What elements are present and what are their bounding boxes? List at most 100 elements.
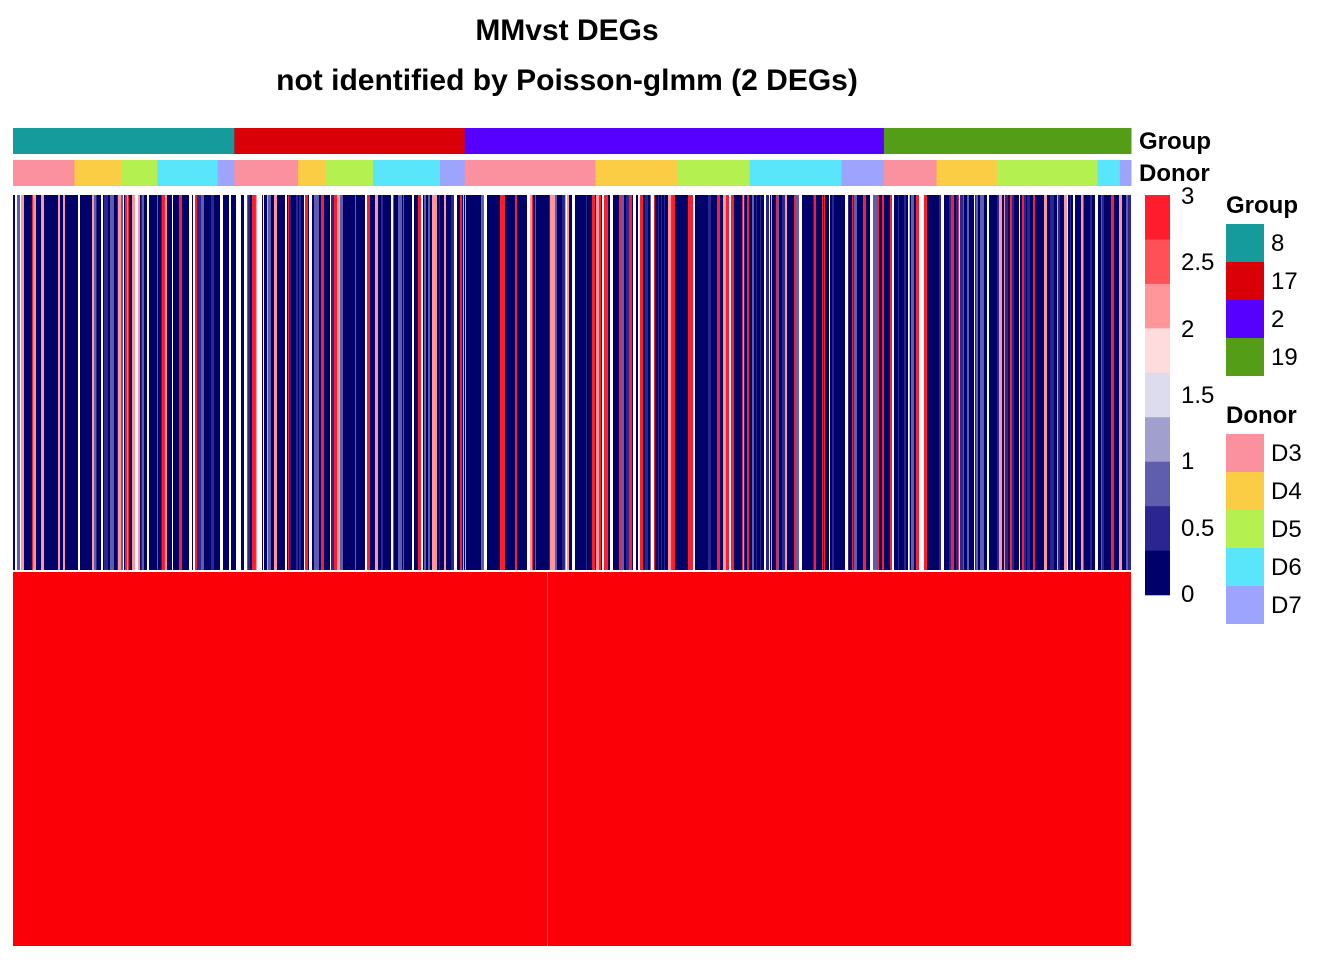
heatmap-cell-stripe: [889, 195, 890, 570]
heatmap-cell-stripe: [317, 195, 319, 570]
heatmap-cell-stripe: [565, 195, 566, 570]
legend-label: D6: [1271, 554, 1302, 581]
heatmap-cell-stripe: [408, 195, 409, 570]
heatmap-cell-stripe: [823, 195, 824, 570]
heatmap-cell-stripe: [822, 195, 823, 570]
heatmap-cell-stripe: [640, 195, 643, 570]
heatmap-cell-stripe: [209, 195, 211, 570]
heatmap-cell-stripe: [556, 195, 557, 570]
heatmap-cell-stripe: [321, 195, 324, 570]
heatmap-cell-stripe: [896, 195, 897, 570]
heatmap-cell-stripe: [220, 195, 223, 570]
heatmap-cell-stripe: [591, 195, 592, 570]
heatmap-cell-stripe: [1060, 195, 1063, 570]
heatmap-cell-stripe: [958, 195, 959, 570]
heatmap-cell-stripe: [769, 195, 770, 570]
heatmap-cell-stripe: [771, 195, 772, 570]
heatmap-cell-stripe: [99, 195, 101, 570]
heatmap-cell-stripe: [515, 195, 517, 570]
heatmap-cell-stripe: [250, 195, 252, 570]
heatmap-cell-stripe: [578, 195, 579, 570]
heatmap-cell-stripe: [768, 195, 769, 570]
heatmap-cell-stripe: [216, 195, 218, 570]
heatmap-cell-stripe: [560, 195, 562, 570]
heatmap-cell-stripe: [393, 195, 394, 570]
heatmap-cell-stripe: [809, 195, 812, 570]
heatmap-cell-stripe: [695, 195, 698, 570]
heatmap-cell-stripe: [277, 195, 280, 570]
heatmap-cell-stripe: [298, 195, 299, 570]
heatmap-cell-stripe: [586, 195, 587, 570]
heatmap-cell-stripe: [46, 195, 49, 570]
heatmap-cell-stripe: [394, 195, 397, 570]
heatmap-cell-stripe: [167, 195, 170, 570]
heatmap-cell-stripe: [714, 195, 716, 570]
heatmap-cell-stripe: [331, 195, 334, 570]
color-scale-step: [1145, 283, 1170, 329]
heatmap-cell-stripe: [752, 195, 754, 570]
heatmap-cell-stripe: [352, 195, 355, 570]
heatmap-cell-stripe: [197, 195, 198, 570]
heatmap-cell-stripe: [319, 195, 321, 570]
heatmap-cell-stripe: [76, 195, 78, 570]
heatmap-cell-stripe: [165, 195, 167, 570]
heatmap-cell-stripe: [360, 195, 362, 570]
heatmap-cell-stripe: [271, 195, 274, 570]
heatmap-cell-stripe: [198, 195, 201, 570]
heatmap-cell-stripe: [907, 195, 908, 570]
heatmap-cell-stripe: [863, 195, 866, 570]
heatmap-cell-stripe: [602, 195, 604, 570]
heatmap-cell-stripe: [144, 195, 147, 570]
heatmap-cell-stripe: [308, 195, 309, 570]
heatmap-cell-stripe: [726, 195, 729, 570]
heatmap-cell-stripe: [114, 195, 117, 570]
color-scale-tick-label: 0.5: [1181, 514, 1215, 542]
heatmap-cell-stripe: [412, 195, 414, 570]
heatmap-cell-stripe: [579, 195, 580, 570]
heatmap-cell-stripe: [161, 195, 162, 570]
group-segment-2: [464, 128, 885, 154]
heatmap-cell-stripe: [939, 195, 941, 570]
heatmap-cell-stripe: [708, 195, 711, 570]
donor-segment-d6: [749, 160, 842, 186]
heatmap-cell-stripe: [816, 195, 819, 570]
heatmap-cell-stripe: [33, 195, 36, 570]
heatmap-cell-stripe: [698, 195, 699, 570]
heatmap-cell-stripe: [264, 195, 267, 570]
heatmap-cell-stripe: [549, 195, 550, 570]
legend-swatch: [1226, 434, 1264, 472]
heatmap-cell-stripe: [589, 195, 591, 570]
heatmap-cell-stripe: [414, 195, 417, 570]
heatmap-cell-stripe: [147, 195, 149, 570]
heatmap-cell-stripe: [304, 195, 305, 570]
donor-segment-d5: [677, 160, 751, 186]
heatmap-cell-stripe: [325, 195, 326, 570]
heatmap-cell-stripe: [262, 195, 263, 570]
heatmap-cell-stripe: [68, 195, 70, 570]
heatmap-cell-stripe: [376, 195, 378, 570]
heatmap-cell-stripe: [285, 195, 287, 570]
heatmap-cell-stripe: [110, 195, 113, 570]
heatmap-cell-stripe: [691, 195, 693, 570]
heatmap-cell-stripe: [1040, 195, 1041, 570]
color-scale-tick-label: 1.5: [1181, 382, 1215, 409]
heatmap-cell-stripe: [545, 195, 546, 570]
heatmap-cell-stripe: [15, 195, 17, 570]
heatmap-cell-stripe: [723, 195, 726, 570]
heatmap-cell-stripe: [636, 195, 638, 570]
group-annotation-bar: [13, 128, 1132, 154]
heatmap-cell-stripe: [1035, 195, 1036, 570]
legend-label: D7: [1271, 592, 1302, 619]
heatmap-cell-stripe: [633, 195, 636, 570]
donor-segment-d6: [372, 160, 441, 186]
heatmap-cell-stripe: [891, 195, 892, 570]
heatmap-cell-stripe: [1047, 195, 1050, 570]
heatmap-cell-stripe: [991, 195, 993, 570]
heatmap-row-2: [13, 572, 1131, 946]
color-scale-tick-label: 0: [1181, 581, 1195, 608]
heatmap-cell-stripe: [510, 195, 511, 570]
donor-legend-title: Donor: [1226, 402, 1297, 429]
heatmap-cell-stripe: [1057, 195, 1058, 570]
heatmap-cell-stripe: [731, 195, 734, 570]
heatmap-cell-stripe: [1071, 195, 1072, 570]
